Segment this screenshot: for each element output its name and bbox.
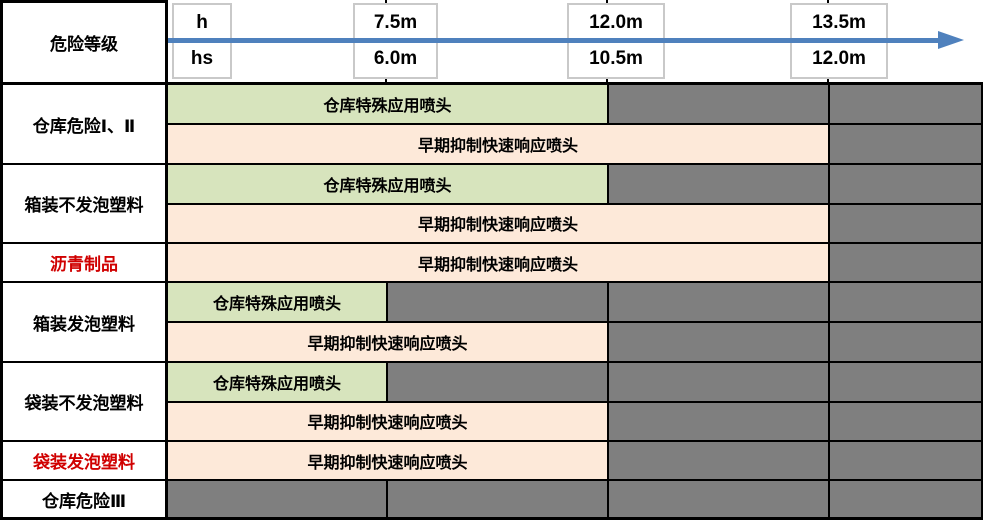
axis-mark-1-hs: 6.0m [373, 48, 418, 69]
table-row: 沥青制品 早期抑制快速响应喷头 [0, 242, 983, 281]
bar-esfr-sprinkler: 早期抑制快速响应喷头 [168, 323, 607, 361]
header-row: 危险等级 h hs 7.5m 6.0m 12.0m 10.5m 13.5m 1 [0, 0, 983, 85]
empty-cell [828, 244, 981, 281]
empty-cell [607, 442, 828, 479]
empty-cell [607, 85, 828, 123]
empty-cell [828, 402, 981, 440]
row-label-bagged-non-foamed-plastic: 袋装不发泡塑料 [0, 363, 168, 440]
axis-mark-3-hs: 12.0m [812, 48, 866, 69]
bar-esfr-sprinkler: 早期抑制快速响应喷头 [168, 204, 828, 242]
empty-cell [607, 165, 828, 203]
empty-cell [828, 323, 981, 361]
empty-cell [386, 363, 607, 401]
height-axis: h hs 7.5m 6.0m 12.0m 10.5m 13.5m 12.0m [168, 0, 983, 82]
row-label-boxed-foamed-plastic: 箱装发泡塑料 [0, 283, 168, 361]
empty-cell [607, 481, 828, 517]
axis-arrow-head-icon [938, 31, 964, 49]
row-label-boxed-non-foamed-plastic: 箱装不发泡塑料 [0, 165, 168, 242]
bar-esfr-sprinkler: 早期抑制快速响应喷头 [168, 442, 607, 479]
bar-special-application-sprinkler: 仓库特殊应用喷头 [168, 85, 607, 123]
axis-arrow-line [168, 38, 940, 43]
table-row: 仓库危险Ⅲ [0, 479, 983, 520]
empty-cell [386, 283, 607, 321]
axis-mark-1-h: 7.5m [373, 12, 418, 33]
axis-mark-2-h: 12.0m [589, 12, 643, 33]
row-label-asphalt-products: 沥青制品 [0, 244, 168, 281]
empty-cell [828, 481, 981, 517]
empty-cell [607, 283, 828, 321]
empty-cell [828, 283, 981, 321]
empty-cell [828, 363, 981, 401]
row-label-bagged-foamed-plastic: 袋装发泡塑料 [0, 442, 168, 479]
empty-cell [607, 402, 828, 440]
empty-cell [828, 125, 981, 163]
table-row: 袋装发泡塑料 早期抑制快速响应喷头 [0, 440, 983, 479]
bar-special-application-sprinkler: 仓库特殊应用喷头 [168, 283, 386, 321]
table-row: 箱装发泡塑料 仓库特殊应用喷头 早期抑制快速响应喷头 [0, 281, 983, 361]
axis-legend-hs: hs [190, 48, 214, 69]
empty-cell [607, 323, 828, 361]
empty-cell [168, 481, 386, 517]
table-row: 箱装不发泡塑料 仓库特殊应用喷头 早期抑制快速响应喷头 [0, 163, 983, 242]
empty-cell [828, 204, 981, 242]
axis-mark-3-h: 13.5m [812, 12, 866, 33]
axis-legend-h: h [196, 12, 208, 33]
bar-esfr-sprinkler: 早期抑制快速响应喷头 [168, 125, 828, 163]
bar-esfr-sprinkler: 早期抑制快速响应喷头 [168, 244, 828, 281]
bar-special-application-sprinkler: 仓库特殊应用喷头 [168, 165, 607, 203]
empty-cell [828, 442, 981, 479]
empty-cell [386, 481, 607, 517]
header-hazard-level-label: 危险等级 [0, 0, 168, 82]
empty-cell [607, 363, 828, 401]
empty-cell [828, 85, 981, 123]
table-row: 袋装不发泡塑料 仓库特殊应用喷头 早期抑制快速响应喷头 [0, 361, 983, 440]
axis-mark-2-hs: 10.5m [589, 48, 643, 69]
row-label-warehouse-hazard-3: 仓库危险Ⅲ [0, 481, 168, 517]
table-row: 仓库危险Ⅰ、Ⅱ 仓库特殊应用喷头 早期抑制快速响应喷头 [0, 85, 983, 163]
bar-esfr-sprinkler: 早期抑制快速响应喷头 [168, 402, 607, 440]
row-label-warehouse-hazard-1-2: 仓库危险Ⅰ、Ⅱ [0, 85, 168, 163]
bar-special-application-sprinkler: 仓库特殊应用喷头 [168, 363, 386, 401]
empty-cell [828, 165, 981, 203]
